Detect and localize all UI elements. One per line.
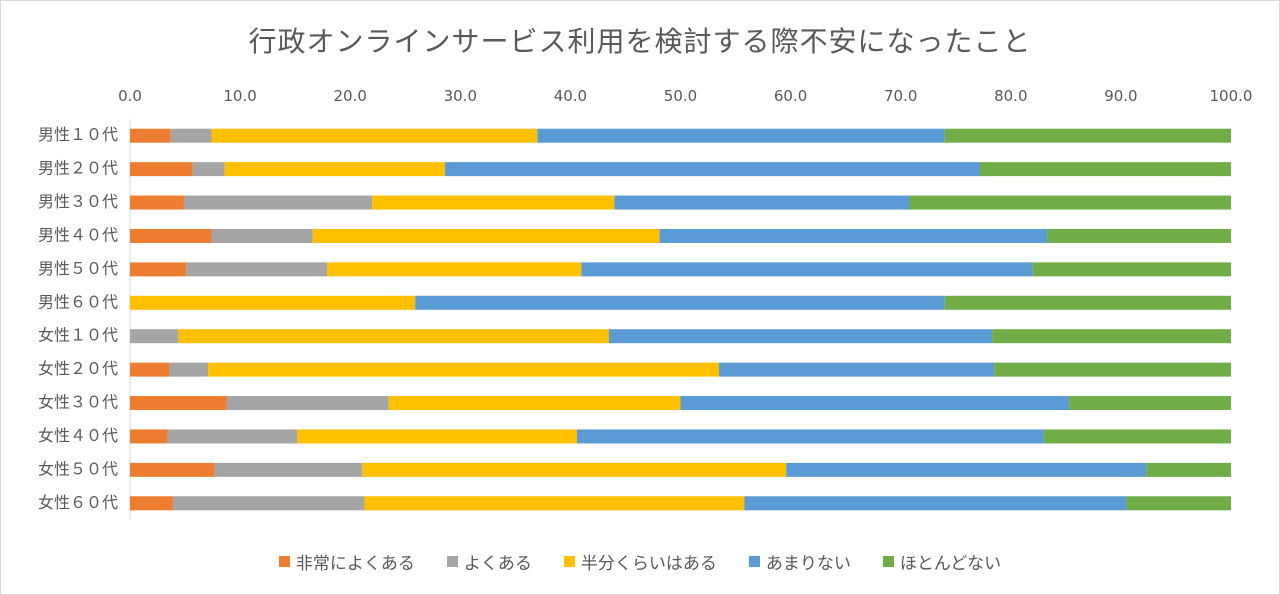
bar-segment	[178, 329, 609, 344]
y-tick-label: 女性４０代	[38, 426, 118, 445]
legend-swatch	[563, 556, 575, 567]
x-tick-label: 70.0	[884, 87, 917, 105]
bar-segment	[444, 162, 980, 177]
x-tick-label: 0.0	[118, 87, 142, 105]
chart-title: 行政オンラインサービス利用を検討する際不安になったこと	[248, 25, 1032, 58]
bar-segment	[130, 396, 227, 411]
bar-segment	[172, 496, 365, 511]
bar-segment	[388, 396, 681, 411]
legend-item: ほとんどない	[882, 549, 1002, 574]
legend-item: よくある	[446, 549, 532, 574]
legend-label: あまりない	[765, 554, 851, 574]
y-tick-label: 男性２０代	[38, 159, 118, 178]
bar-segment	[1146, 462, 1231, 477]
y-tick-label: 女性３０代	[38, 393, 118, 412]
legend-swatch	[446, 556, 458, 567]
bar-segment	[192, 162, 225, 177]
bar-segment	[312, 228, 660, 243]
bar-segment	[944, 128, 1231, 143]
bar-segment	[130, 295, 416, 310]
bar-segment	[719, 362, 995, 377]
bar-segment	[183, 195, 373, 210]
bar-segment	[362, 462, 787, 477]
bar-segment	[130, 429, 168, 444]
bar-segment	[994, 362, 1231, 377]
bar-segment	[186, 262, 328, 277]
legend-item: 非常によくある	[278, 549, 415, 574]
bar-segment	[537, 128, 945, 143]
bar-segment	[211, 128, 538, 143]
bar-segment	[1043, 429, 1231, 444]
x-tick-label: 10.0	[223, 87, 256, 105]
bar-segment	[170, 128, 212, 143]
bar-segment	[415, 295, 945, 310]
bar-segment	[224, 162, 445, 177]
legend-swatch	[748, 556, 760, 567]
legend-item: あまりない	[748, 549, 851, 574]
y-tick-label: 男性６０代	[38, 292, 118, 311]
bar-segment	[372, 195, 615, 210]
y-tick-label: 女性６０代	[38, 493, 118, 512]
bar-segment	[786, 462, 1147, 477]
bar-segment	[130, 496, 173, 511]
bar-segment	[680, 396, 1070, 411]
bar-segment	[130, 162, 193, 177]
bar-segment	[744, 496, 1127, 511]
bar-segment	[608, 329, 993, 344]
x-tick-label: 100.0	[1210, 87, 1253, 105]
bar-segment	[1126, 496, 1231, 511]
legend-label: よくある	[463, 554, 532, 574]
x-tick-label: 50.0	[664, 87, 697, 105]
bar-segment	[130, 262, 187, 277]
bar-segment	[581, 262, 1033, 277]
legend-label: 半分くらいはある	[580, 554, 717, 574]
bar-segment	[297, 429, 578, 444]
legend-swatch	[882, 556, 894, 567]
y-tick-label: 女性５０代	[38, 459, 118, 478]
y-tick-label: 男性１０代	[38, 125, 118, 144]
bar-segment	[130, 128, 171, 143]
x-tick-label: 40.0	[554, 87, 587, 105]
bar-segment	[614, 195, 910, 210]
y-tick-label: 女性１０代	[38, 326, 118, 345]
bar-segment	[130, 228, 212, 243]
bar-segment	[130, 329, 179, 344]
bar-segment	[169, 362, 209, 377]
bar-segment	[364, 496, 745, 511]
bar-segment	[130, 195, 184, 210]
bar-segment	[992, 329, 1231, 344]
bar-segment	[577, 429, 1044, 444]
bar-segment	[1047, 228, 1231, 243]
bar-segment	[208, 362, 720, 377]
y-tick-label: 男性３０代	[38, 192, 118, 211]
x-tick-label: 80.0	[994, 87, 1027, 105]
bar-segment	[130, 462, 215, 477]
bar-segment	[659, 228, 1048, 243]
y-tick-label: 女性２０代	[38, 359, 118, 378]
x-tick-label: 90.0	[1104, 87, 1137, 105]
bar-segment	[1069, 396, 1231, 411]
bar-segment	[979, 162, 1231, 177]
bar-segment	[214, 462, 363, 477]
legend-swatch	[278, 556, 290, 567]
bar-segment	[327, 262, 582, 277]
x-tick-label: 20.0	[333, 87, 366, 105]
legend-label: 非常によくある	[295, 554, 415, 574]
bar-segment	[1032, 262, 1231, 277]
legend-item: 半分くらいはある	[563, 549, 717, 574]
bar-segment	[130, 362, 170, 377]
legend: 非常によくある よくある 半分くらいはある あまりない ほとんどない	[0, 549, 1280, 574]
x-tick-label: 30.0	[444, 87, 477, 105]
y-tick-label: 男性４０代	[38, 225, 118, 244]
x-tick-label: 60.0	[774, 87, 807, 105]
bar-segment	[211, 228, 313, 243]
bar-segment	[944, 295, 1231, 310]
y-tick-label: 男性５０代	[38, 259, 118, 278]
bar-segment	[167, 429, 298, 444]
bar-segment	[909, 195, 1231, 210]
bar-segment	[226, 396, 389, 411]
legend-label: ほとんどない	[899, 554, 1002, 574]
